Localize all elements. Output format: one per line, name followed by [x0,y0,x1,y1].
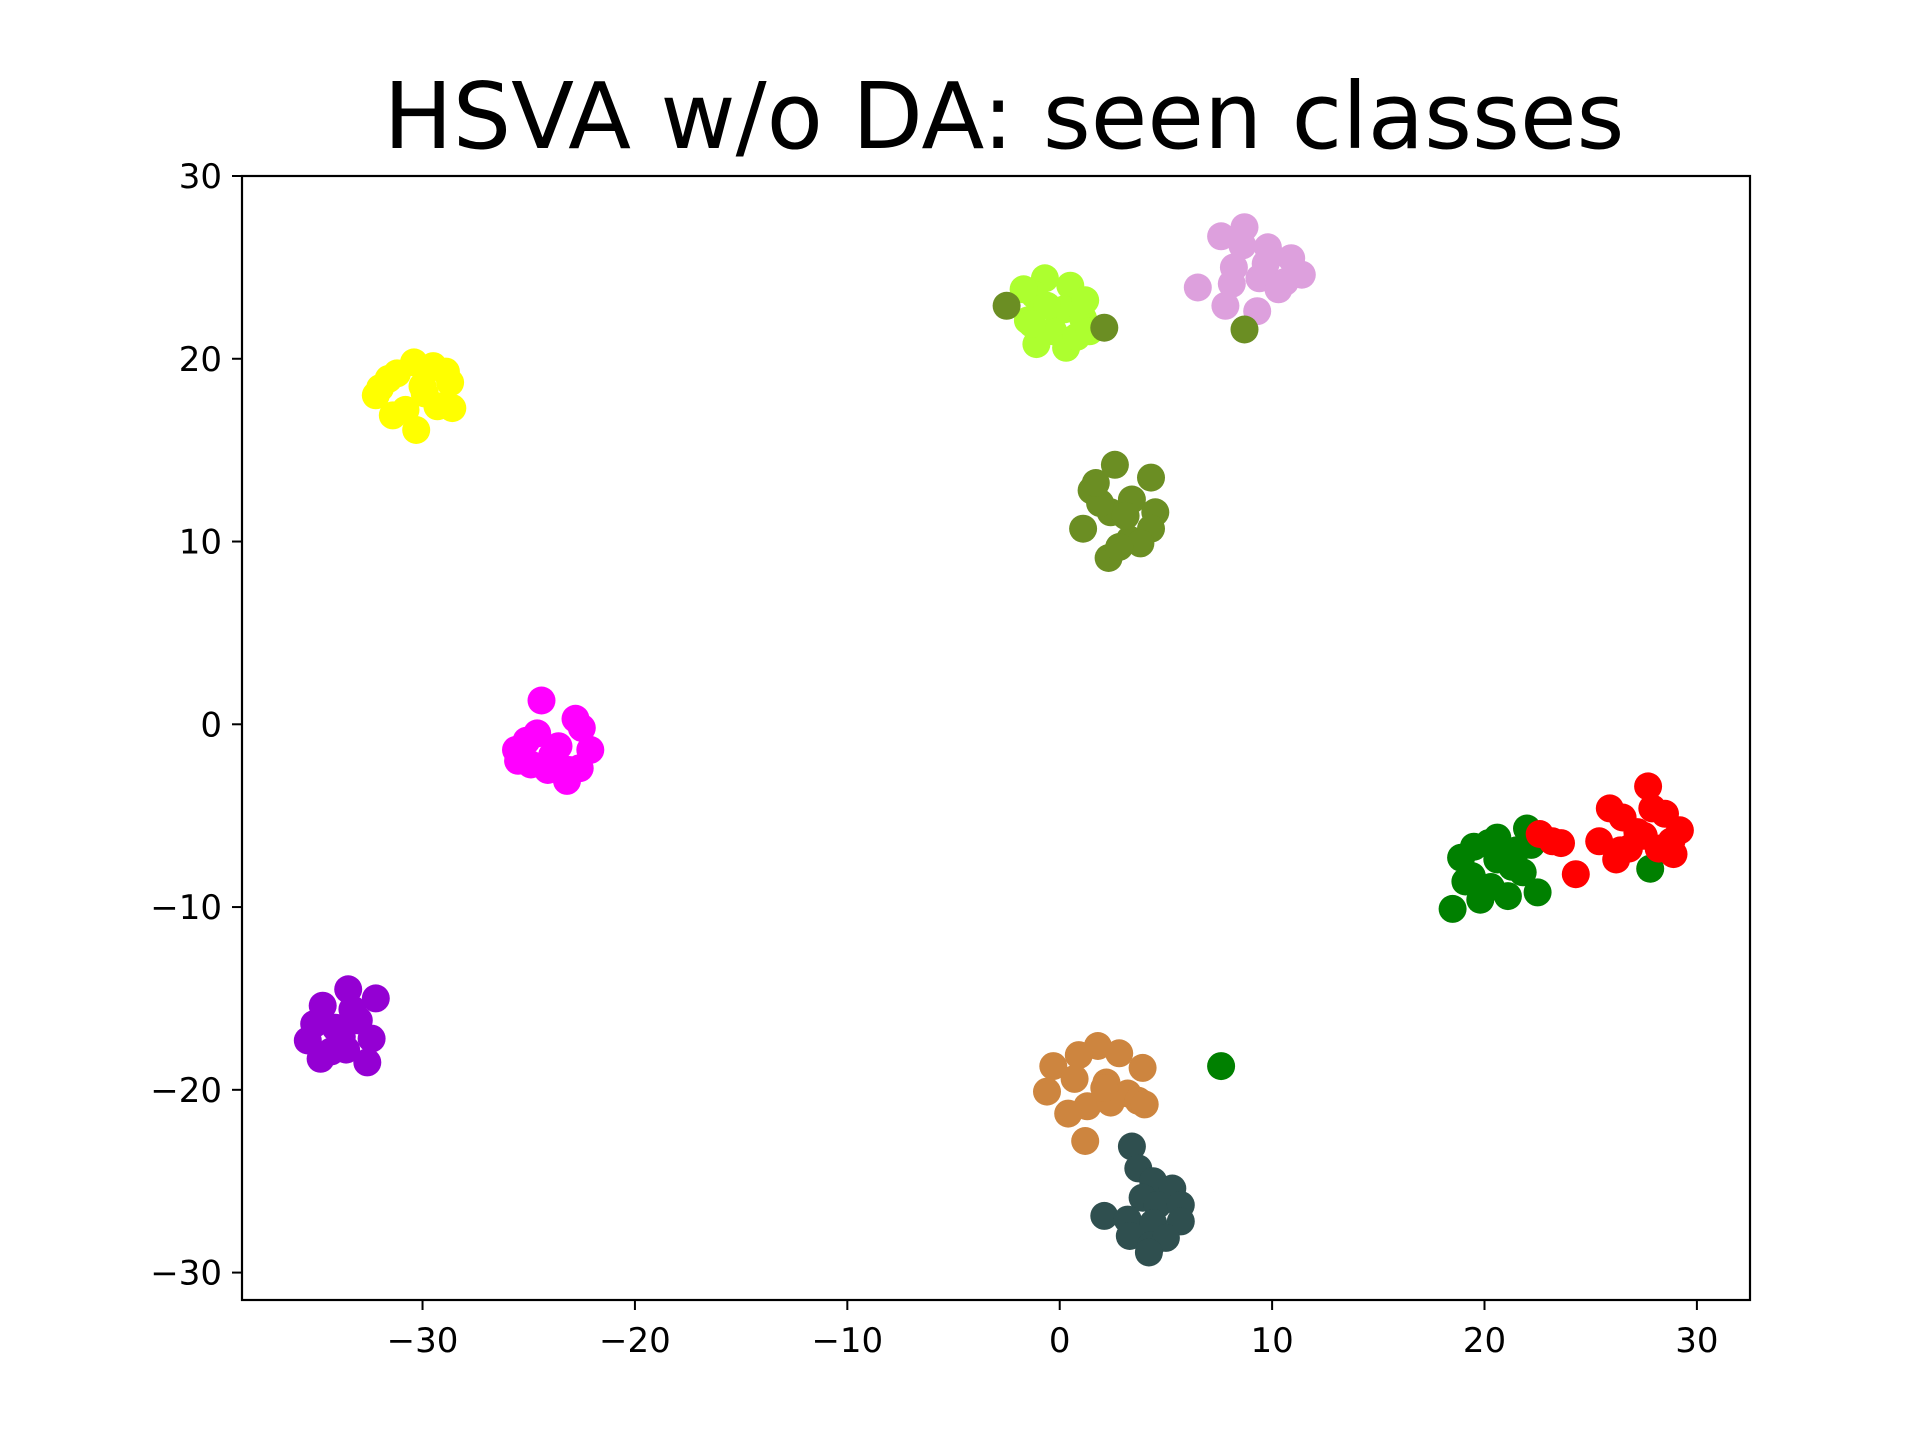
point-8-1 [1064,1041,1093,1070]
x-tick-label: 20 [1463,1321,1506,1361]
point-8-3 [1039,1052,1068,1081]
point-4-13 [1251,249,1280,278]
point-0-8 [400,348,428,377]
point-9-11 [1115,1222,1144,1250]
point-1-13 [565,754,594,783]
series-6 [1207,814,1665,1081]
point-2-5 [357,1024,386,1053]
point-9-0 [1117,1132,1146,1161]
series-9 [1090,1132,1195,1267]
series-3 [1009,264,1104,362]
y-tick-label: 30 [179,157,222,197]
point-6-11 [1438,894,1467,923]
chart-title: HSVA w/o DA: seen classes [384,63,1625,170]
point-6-10 [1523,878,1552,907]
point-9-14 [1134,1238,1163,1267]
point-5-10 [1111,501,1140,530]
plot-frame [240,174,1752,1302]
point-0-12 [410,379,439,408]
point-9-7 [1090,1201,1119,1230]
point-2-8 [353,1048,382,1077]
points-layer [293,213,1694,1267]
y-tick-label: 0 [200,705,222,745]
series-1 [502,686,605,795]
x-tick-label: 30 [1675,1321,1718,1361]
series-7 [1525,772,1694,889]
point-0-11 [378,401,407,430]
point-4-11 [1270,268,1299,296]
point-4-8 [1183,273,1212,302]
y-tick-label: 10 [179,523,222,563]
series-5 [992,291,1259,572]
point-4-14 [1217,269,1246,298]
point-5-12 [1126,529,1155,558]
point-2-12 [306,1044,335,1073]
point-3-9 [1071,286,1100,315]
x-tick-label: −20 [599,1321,671,1361]
point-8-14 [1071,1127,1100,1155]
point-8-7 [1033,1077,1061,1106]
point-5-6 [1069,514,1098,543]
point-7-10 [1634,772,1663,801]
point-5-17 [1230,315,1259,344]
point-3-14 [1018,310,1047,338]
point-2-13 [327,1022,356,1051]
point-0-9 [402,416,431,444]
point-6-13 [1483,823,1512,852]
point-8-10 [1054,1099,1083,1128]
point-0-14 [431,357,460,386]
point-4-0 [1207,222,1236,251]
point-7-3 [1561,860,1590,889]
y-tick-label: −30 [150,1254,222,1294]
point-5-0 [1100,450,1129,479]
x-tick-label: 10 [1250,1321,1293,1361]
point-5-1 [1137,463,1165,492]
point-8-2 [1105,1039,1134,1068]
point-6-9 [1493,882,1522,911]
point-2-1 [361,984,390,1013]
point-1-9 [561,704,590,733]
point-6-16 [1451,867,1480,896]
point-5-16 [1090,313,1119,342]
point-7-2 [1547,829,1575,858]
series-8 [1033,1032,1159,1155]
point-1-12 [538,741,567,770]
point-8-4 [1128,1053,1157,1082]
point-2-11 [338,995,367,1024]
point-7-18 [1606,836,1635,865]
point-2-10 [300,1010,329,1038]
point-8-5 [1060,1064,1089,1093]
y-tick-label: −10 [150,888,222,928]
series-2 [293,975,390,1077]
series-4 [1183,213,1316,326]
point-7-4 [1585,827,1614,856]
point-4-9 [1211,291,1240,320]
series-0 [361,348,467,444]
point-6-18 [1207,1052,1236,1081]
point-8-15 [1090,1074,1119,1102]
point-6-14 [1498,852,1527,881]
point-1-14 [504,746,533,775]
x-tick-label: −30 [387,1321,459,1361]
point-0-13 [366,374,395,402]
point-4-12 [1228,231,1257,260]
point-1-0 [527,686,556,715]
x-tick-label: 0 [1049,1321,1071,1361]
point-5-15 [992,291,1021,320]
point-7-17 [1629,821,1658,850]
point-5-13 [1105,533,1134,561]
point-7-16 [1657,827,1686,856]
y-tick-label: −20 [150,1071,222,1111]
point-5-14 [1081,469,1110,497]
point-0-10 [438,394,467,423]
ticks-layer: −30 −20 −10 0 10 20 30 30 20 10 0 −10 −20 −30 [150,157,1718,1361]
x-tick-label: −10 [811,1321,883,1361]
point-8-13 [1130,1090,1159,1119]
y-tick-label: 20 [179,340,222,380]
